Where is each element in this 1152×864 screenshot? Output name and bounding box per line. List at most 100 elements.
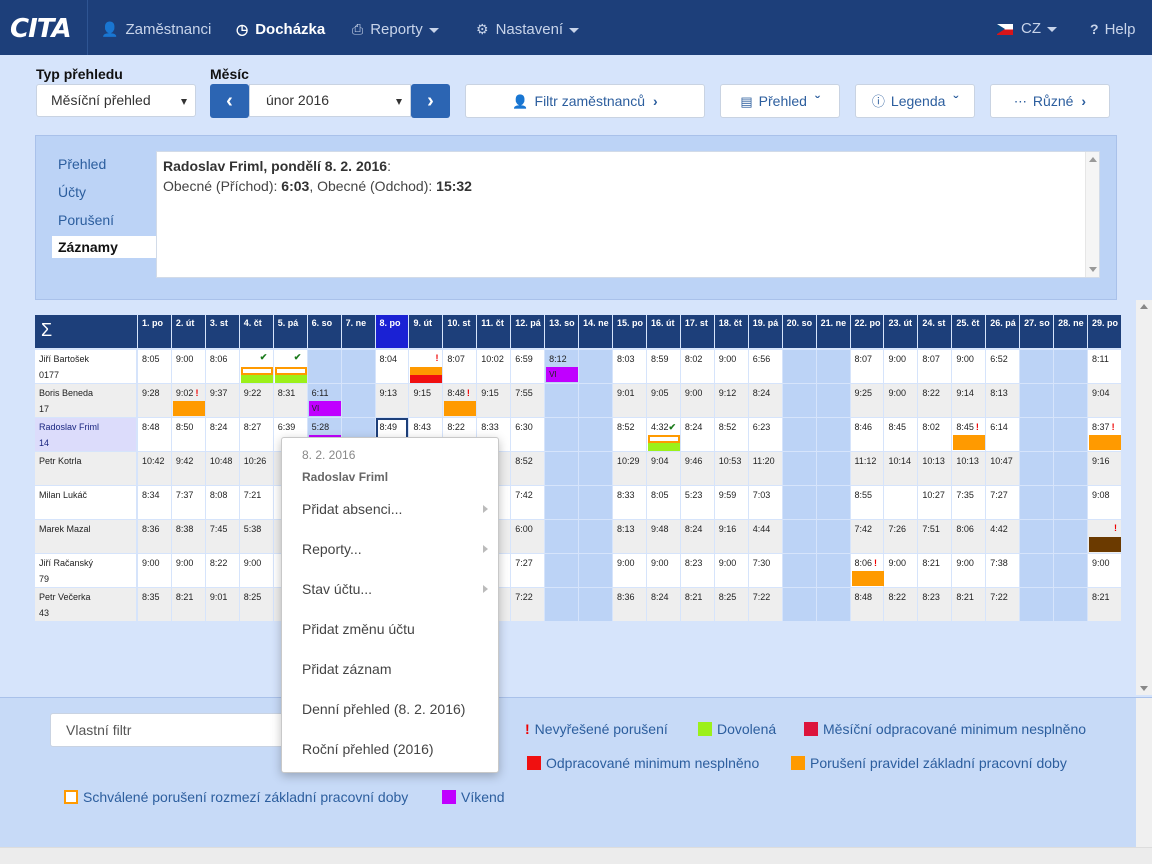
attendance-cell[interactable]: 8:45 bbox=[884, 418, 918, 451]
attendance-cell[interactable] bbox=[579, 452, 612, 485]
attendance-cell[interactable]: 8:24 bbox=[680, 418, 714, 451]
menu-item-add-account-change[interactable]: Přidat změnu účtu bbox=[302, 621, 415, 637]
attendance-cell[interactable]: 8:08 bbox=[205, 486, 239, 519]
attendance-cell[interactable]: 8:22 bbox=[918, 384, 952, 417]
attendance-cell[interactable]: 9:48 bbox=[646, 520, 680, 553]
attendance-cell[interactable] bbox=[307, 350, 341, 383]
day-header[interactable]: 8. po bbox=[375, 315, 409, 348]
menu-item-daily-overview[interactable]: Denní přehled (8. 2. 2016) bbox=[302, 701, 466, 717]
attendance-cell[interactable]: 8:38 bbox=[171, 520, 205, 553]
day-header[interactable]: 29. po bbox=[1088, 315, 1121, 348]
attendance-cell[interactable]: 8:21 bbox=[918, 554, 952, 587]
attendance-cell[interactable] bbox=[1054, 486, 1088, 519]
attendance-cell[interactable]: 9:01 bbox=[205, 588, 239, 621]
attendance-cell[interactable]: 8:23 bbox=[918, 588, 952, 621]
attendance-cell[interactable]: 4:32 ✔ bbox=[646, 418, 680, 451]
attendance-cell[interactable]: 8:59 bbox=[646, 350, 680, 383]
attendance-cell[interactable] bbox=[579, 384, 612, 417]
day-header[interactable]: 25. čt bbox=[952, 315, 986, 348]
attendance-cell[interactable]: 9:00 bbox=[138, 554, 171, 587]
attendance-cell[interactable]: 10:53 bbox=[714, 452, 748, 485]
attendance-cell[interactable]: 6:14 bbox=[986, 418, 1020, 451]
attendance-cell[interactable]: 8:06! bbox=[850, 554, 884, 587]
attendance-cell[interactable]: 7:38 bbox=[986, 554, 1020, 587]
attendance-cell[interactable]: 9:00 bbox=[239, 554, 273, 587]
attendance-cell[interactable] bbox=[579, 554, 612, 587]
attendance-cell[interactable]: ✔ bbox=[239, 350, 273, 383]
attendance-cell[interactable] bbox=[1054, 452, 1088, 485]
employee-name-cell[interactable]: Petr Kotrla bbox=[35, 452, 136, 485]
attendance-cell[interactable] bbox=[545, 452, 579, 485]
employee-name-cell[interactable]: Milan Lukáč bbox=[35, 486, 136, 519]
attendance-cell[interactable]: 7:35 bbox=[952, 486, 986, 519]
attendance-cell[interactable]: 9:12 bbox=[714, 384, 748, 417]
attendance-cell[interactable]: 9:15 bbox=[409, 384, 443, 417]
attendance-cell[interactable]: 9:46 bbox=[680, 452, 714, 485]
attendance-cell[interactable]: 8:52 bbox=[613, 418, 646, 451]
attendance-cell[interactable] bbox=[545, 486, 579, 519]
attendance-cell[interactable] bbox=[1054, 554, 1088, 587]
attendance-cell[interactable] bbox=[545, 520, 579, 553]
attendance-cell[interactable]: 7:55 bbox=[511, 384, 545, 417]
day-header[interactable]: 15. po bbox=[613, 315, 646, 348]
attendance-cell[interactable]: 8:13 bbox=[613, 520, 646, 553]
attendance-cell[interactable]: 7:26 bbox=[884, 520, 918, 553]
day-header[interactable]: 10. st bbox=[443, 315, 477, 348]
tab-overview[interactable]: Přehled bbox=[58, 156, 107, 172]
employee-name-cell[interactable]: Boris Beneda 17 bbox=[35, 384, 136, 417]
attendance-cell[interactable]: 8:21 bbox=[1088, 588, 1121, 621]
nav-item-reports[interactable]: ⎙ Reporty bbox=[352, 0, 439, 55]
attendance-cell[interactable]: 9:00 bbox=[714, 554, 748, 587]
attendance-cell[interactable]: 8:24 bbox=[205, 418, 239, 451]
attendance-cell[interactable]: 8:48 bbox=[850, 588, 884, 621]
custom-filter-input[interactable]: Vlastní filtr bbox=[50, 713, 310, 747]
attendance-cell[interactable] bbox=[884, 486, 918, 519]
attendance-cell[interactable]: 10:48 bbox=[205, 452, 239, 485]
attendance-cell[interactable]: 8:05 bbox=[646, 486, 680, 519]
attendance-cell[interactable]: 9:00 bbox=[714, 350, 748, 383]
attendance-cell[interactable]: 9:04 bbox=[646, 452, 680, 485]
day-header[interactable]: 3. st bbox=[205, 315, 239, 348]
next-month-button[interactable]: › bbox=[411, 84, 450, 118]
attendance-cell[interactable]: 8:25 bbox=[239, 588, 273, 621]
attendance-cell[interactable]: 7:45 bbox=[205, 520, 239, 553]
day-header[interactable]: 4. čt bbox=[239, 315, 273, 348]
attendance-cell[interactable] bbox=[579, 350, 612, 383]
attendance-cell[interactable]: 8:07 bbox=[850, 350, 884, 383]
attendance-cell[interactable]: 8:52 bbox=[511, 452, 545, 485]
attendance-cell[interactable]: 8:24 bbox=[748, 384, 782, 417]
attendance-cell[interactable]: 9:00 bbox=[884, 350, 918, 383]
attendance-cell[interactable]: 7:42 bbox=[850, 520, 884, 553]
attendance-cell[interactable]: 7:27 bbox=[986, 486, 1020, 519]
attendance-cell[interactable]: 6:23 bbox=[748, 418, 782, 451]
attendance-cell[interactable] bbox=[816, 418, 850, 451]
attendance-cell[interactable] bbox=[1054, 520, 1088, 553]
day-header[interactable]: 20. so bbox=[782, 315, 816, 348]
attendance-cell[interactable]: 9:25 bbox=[850, 384, 884, 417]
menu-item-account-state[interactable]: Stav účtu... bbox=[302, 581, 373, 597]
attendance-cell[interactable]: 9:14 bbox=[952, 384, 986, 417]
prev-month-button[interactable]: ‹ bbox=[210, 84, 249, 118]
attendance-cell[interactable] bbox=[1020, 384, 1054, 417]
day-header[interactable]: 14. ne bbox=[579, 315, 612, 348]
attendance-cell[interactable] bbox=[1054, 350, 1088, 383]
attendance-cell[interactable]: 6:11 VI bbox=[307, 384, 341, 417]
attendance-cell[interactable]: 7:42 bbox=[511, 486, 545, 519]
attendance-cell[interactable]: 9:00 bbox=[680, 384, 714, 417]
attendance-cell[interactable] bbox=[341, 384, 375, 417]
day-header[interactable]: 28. ne bbox=[1054, 315, 1088, 348]
day-header[interactable]: 2. út bbox=[171, 315, 205, 348]
employee-name-cell[interactable]: Marek Mazal bbox=[35, 520, 136, 553]
attendance-cell[interactable]: 9:16 bbox=[1088, 452, 1121, 485]
attendance-cell[interactable] bbox=[545, 384, 579, 417]
nav-item-settings[interactable]: ⚙ Nastavení bbox=[476, 0, 580, 55]
attendance-cell[interactable] bbox=[545, 588, 579, 621]
attendance-cell[interactable]: 10:29 bbox=[613, 452, 646, 485]
day-header[interactable]: 23. út bbox=[884, 315, 918, 348]
attendance-cell[interactable]: 9:00 bbox=[171, 350, 205, 383]
attendance-cell[interactable]: 8:12 VI bbox=[545, 350, 579, 383]
attendance-cell[interactable]: 8:24 bbox=[646, 588, 680, 621]
attendance-cell[interactable]: 7:22 bbox=[986, 588, 1020, 621]
attendance-cell[interactable]: 10:26 bbox=[239, 452, 273, 485]
attendance-cell[interactable]: 8:50 bbox=[171, 418, 205, 451]
